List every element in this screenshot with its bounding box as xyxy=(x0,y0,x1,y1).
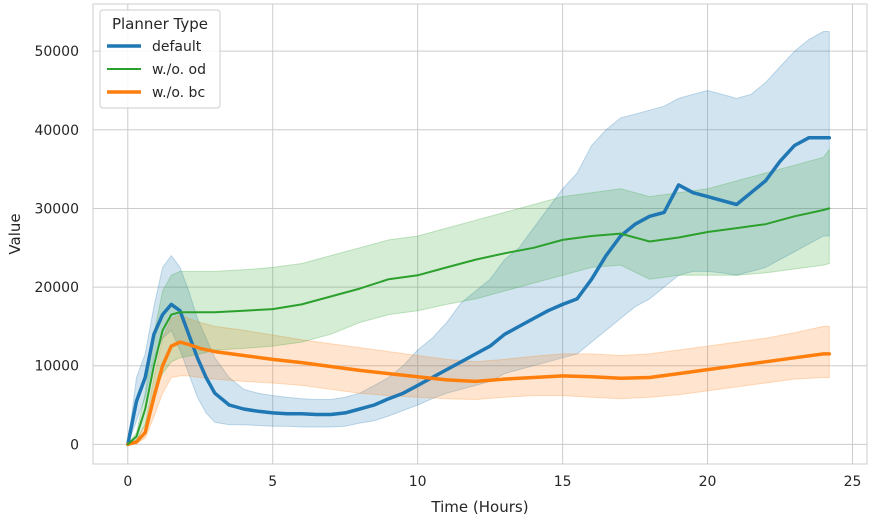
line-w-o-od xyxy=(126,207,831,446)
y-tick-label: 10000 xyxy=(34,359,79,375)
x-tick-label: 5 xyxy=(268,474,277,490)
line-default xyxy=(126,135,832,447)
y-tick-label: 20000 xyxy=(34,280,79,296)
x-tick-label: 25 xyxy=(844,474,862,490)
legend-title: Planner Type xyxy=(112,15,208,33)
y-tick-label: 40000 xyxy=(34,123,79,139)
legend: Planner Type default w./o. od w./o. bc xyxy=(99,9,221,109)
x-tick-label: 10 xyxy=(409,474,427,490)
series-lines xyxy=(126,135,832,447)
legend-label: w./o. bc xyxy=(152,85,205,101)
y-tick-label: 0 xyxy=(70,437,79,453)
legend-label: default xyxy=(152,39,202,55)
plot-frame xyxy=(92,3,868,465)
x-tick-label: 0 xyxy=(123,474,132,490)
x-tick-label: 15 xyxy=(554,474,572,490)
y-gridlines xyxy=(93,50,867,445)
y-axis-label: Value xyxy=(6,213,24,254)
band-default xyxy=(127,31,830,445)
y-tick-labels: 0 10000 20000 30000 40000 50000 xyxy=(34,44,79,453)
legend-box xyxy=(99,9,221,109)
legend-label: w./o. od xyxy=(152,62,206,78)
x-tick-labels: 0 5 10 15 20 25 xyxy=(123,474,861,490)
y-tick-label: 30000 xyxy=(34,201,79,217)
x-tick-label: 20 xyxy=(699,474,717,490)
legend-items: default w./o. od w./o. bc xyxy=(107,39,206,101)
y-tick-label: 50000 xyxy=(34,44,79,60)
x-axis-label: Time (Hours) xyxy=(430,498,528,516)
line-w-o-bc xyxy=(126,340,832,447)
x-gridlines xyxy=(127,4,854,464)
band-w-o-od xyxy=(126,147,830,446)
